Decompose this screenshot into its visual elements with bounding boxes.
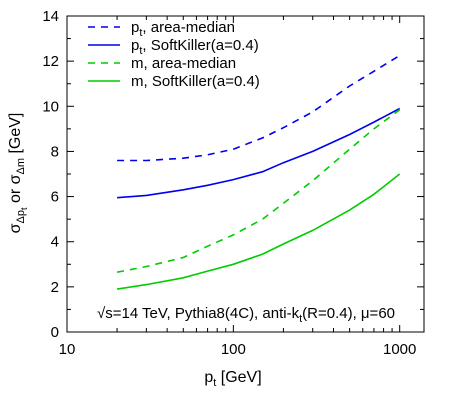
x-tick-label: 1000 [383,341,416,358]
y-axis-title: σΔpt or σΔm [GeV] [7,113,29,234]
x-tick-label: 100 [221,341,246,358]
y-tick-label: 6 [51,189,59,206]
legend-label-2: pt, SoftKiller(a=0.4) [131,37,259,57]
y-tick-label: 2 [51,279,59,296]
chart-annotation: √s=14 TeV, Pythia8(4C), anti-kt(R=0.4), … [97,305,395,325]
plot-frame-layer [66,15,425,333]
x-axis-title: pt [GeV] [204,369,261,389]
x-tick-label: 10 [59,341,76,358]
y-tick-label: 0 [51,324,59,341]
axis-ticks: 0 2 4 6 8 10 12 14 10 100 1000 [42,8,424,358]
plot-frame [66,15,425,333]
series-line-1 [117,54,401,162]
y-tick-label: 8 [51,143,59,160]
y-tick-label: 14 [42,8,59,25]
y-tick-label: 4 [51,234,59,251]
series-line-2 [117,107,401,199]
series-line-4 [116,173,401,290]
y-tick-label: 10 [42,98,59,115]
series-lines [116,54,401,290]
legend-label-4: m, SoftKiller(a=0.4) [131,73,260,90]
legend-label-1: pt, area-median [131,19,235,39]
series-line-3 [116,109,401,273]
y-tick-label: 12 [42,53,59,70]
legend-label-3: m, area-median [131,55,236,72]
